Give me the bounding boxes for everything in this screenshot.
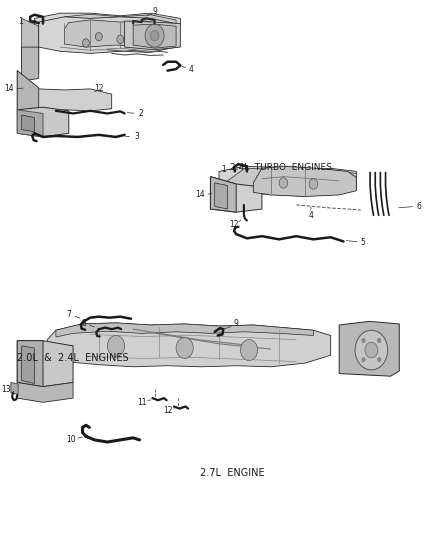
- Polygon shape: [253, 166, 357, 197]
- Polygon shape: [21, 47, 39, 81]
- Circle shape: [240, 340, 258, 360]
- Text: 8: 8: [81, 319, 86, 328]
- Polygon shape: [124, 21, 180, 50]
- Polygon shape: [21, 115, 35, 132]
- Polygon shape: [339, 321, 399, 376]
- Polygon shape: [35, 13, 180, 30]
- Polygon shape: [17, 341, 43, 386]
- Polygon shape: [64, 14, 176, 31]
- Polygon shape: [39, 17, 176, 53]
- Text: 14: 14: [4, 84, 14, 93]
- Text: 14: 14: [195, 190, 205, 199]
- Polygon shape: [47, 323, 331, 367]
- Text: 4: 4: [189, 64, 194, 74]
- Circle shape: [82, 39, 89, 47]
- Text: 9: 9: [152, 7, 157, 16]
- Polygon shape: [219, 168, 357, 195]
- Text: 10: 10: [66, 435, 76, 445]
- Circle shape: [355, 330, 388, 370]
- Circle shape: [145, 24, 164, 47]
- Text: 13: 13: [1, 385, 11, 394]
- Polygon shape: [17, 341, 73, 386]
- Polygon shape: [215, 183, 228, 209]
- Text: 9: 9: [234, 319, 239, 328]
- Circle shape: [362, 338, 365, 343]
- Circle shape: [378, 338, 381, 343]
- Polygon shape: [219, 166, 357, 196]
- Text: 2: 2: [138, 109, 143, 118]
- Polygon shape: [17, 110, 43, 137]
- Text: 2.0L  &  2.4L  ENGINES: 2.0L & 2.4L ENGINES: [17, 353, 129, 363]
- Circle shape: [176, 337, 193, 358]
- Polygon shape: [133, 24, 176, 48]
- Text: 2.4L  TURBO  ENGINES: 2.4L TURBO ENGINES: [230, 163, 332, 172]
- Text: 5: 5: [360, 238, 365, 247]
- Circle shape: [365, 342, 378, 358]
- Circle shape: [107, 335, 124, 357]
- Text: 1: 1: [221, 165, 226, 174]
- Circle shape: [150, 30, 159, 41]
- Text: 1: 1: [18, 17, 23, 26]
- Polygon shape: [210, 176, 236, 212]
- Polygon shape: [11, 383, 18, 394]
- Text: 6: 6: [416, 202, 421, 211]
- Circle shape: [309, 179, 318, 189]
- Text: 7: 7: [66, 310, 71, 319]
- Circle shape: [117, 35, 124, 44]
- Circle shape: [362, 358, 365, 362]
- Text: 4: 4: [308, 211, 313, 220]
- Polygon shape: [17, 383, 73, 402]
- Polygon shape: [17, 107, 69, 137]
- Text: 2.7L  ENGINE: 2.7L ENGINE: [200, 468, 264, 478]
- Polygon shape: [17, 71, 112, 114]
- Polygon shape: [210, 176, 262, 212]
- Text: 12: 12: [164, 406, 173, 415]
- Text: 12: 12: [94, 84, 103, 93]
- Text: 11: 11: [137, 398, 146, 407]
- Circle shape: [279, 177, 288, 188]
- Polygon shape: [17, 71, 39, 114]
- Polygon shape: [21, 19, 39, 73]
- Text: 3: 3: [134, 133, 139, 141]
- Circle shape: [95, 33, 102, 41]
- Polygon shape: [21, 346, 35, 384]
- Polygon shape: [64, 20, 172, 47]
- Text: 12: 12: [229, 220, 239, 229]
- Circle shape: [378, 358, 381, 362]
- Polygon shape: [56, 323, 314, 337]
